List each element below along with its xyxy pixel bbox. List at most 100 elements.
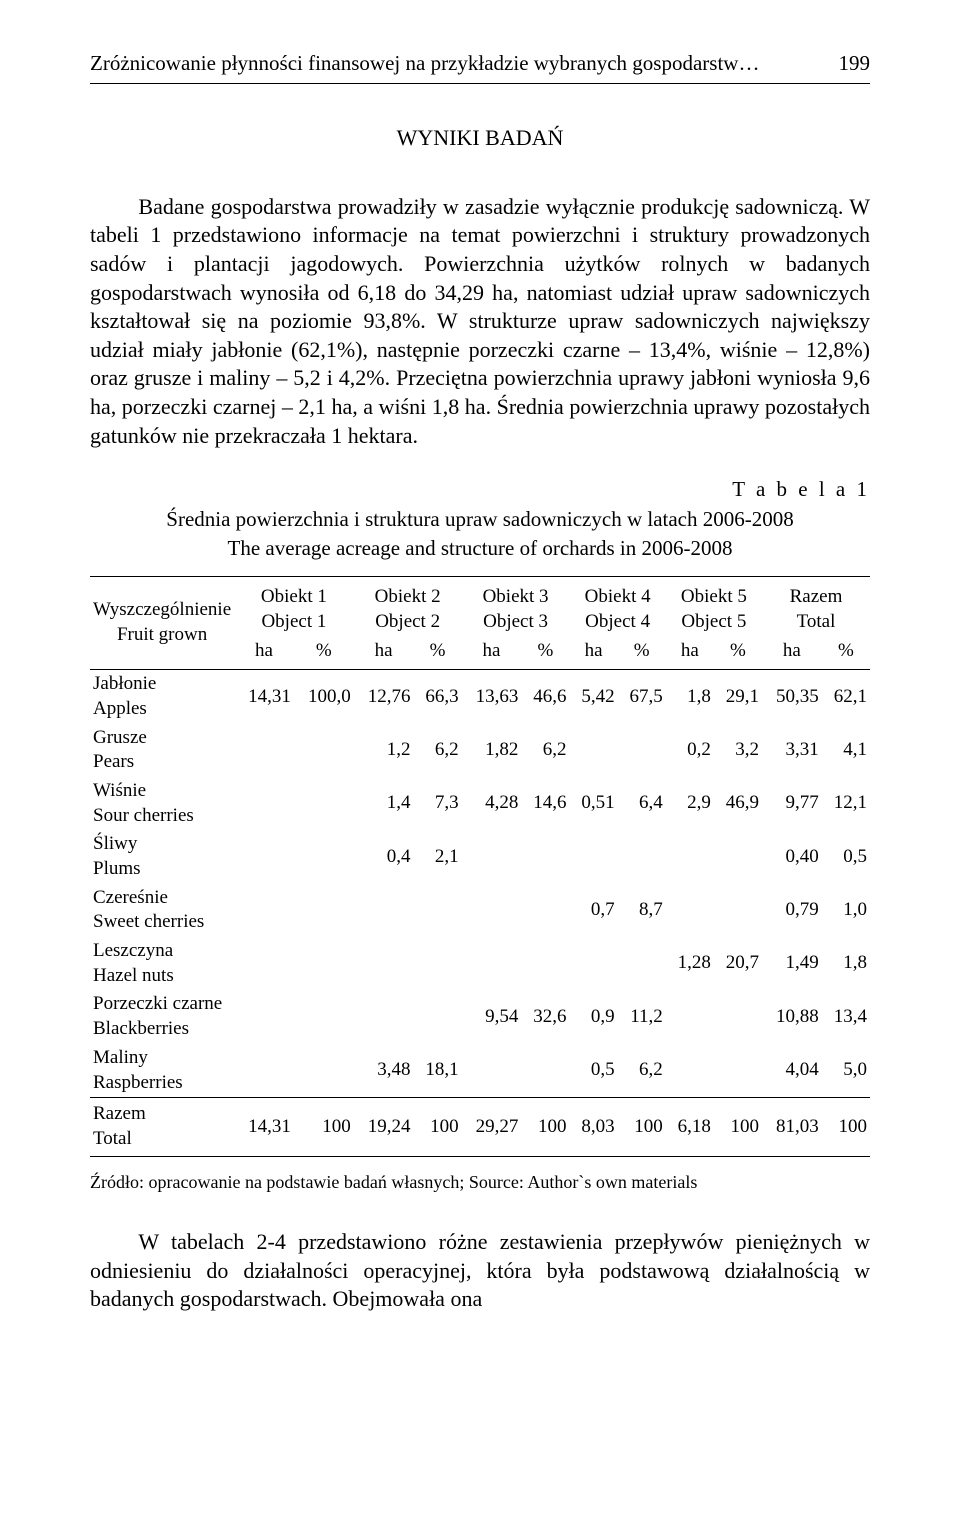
running-header: Zróżnicowanie płynności finansowej na pr… bbox=[90, 50, 870, 84]
cell: 1,8 bbox=[822, 937, 870, 990]
cell bbox=[354, 937, 414, 990]
cell bbox=[462, 1044, 522, 1098]
col-header: Obiekt 1 Object 1 bbox=[234, 577, 354, 637]
cell: 8,03 bbox=[570, 1098, 618, 1156]
paragraph-2: W tabelach 2-4 przedstawiono różne zesta… bbox=[90, 1228, 870, 1314]
col-header: Obiekt 2 Object 2 bbox=[354, 577, 462, 637]
left-header-pl: Wyszczególnienie bbox=[93, 598, 231, 623]
cell bbox=[618, 937, 666, 990]
col-header: Razem Total bbox=[762, 577, 870, 637]
row-label: GruszePears bbox=[90, 724, 234, 777]
cell: 32,6 bbox=[521, 990, 569, 1043]
cell: 3,48 bbox=[354, 1044, 414, 1098]
cell: 13,63 bbox=[462, 670, 522, 724]
cell bbox=[234, 830, 294, 883]
subheader-ha: ha bbox=[570, 637, 618, 670]
cell bbox=[521, 937, 569, 990]
cell: 100 bbox=[413, 1098, 461, 1156]
cell: 0,7 bbox=[570, 884, 618, 937]
section-title: WYNIKI BADAŃ bbox=[90, 124, 870, 153]
cell: 100 bbox=[714, 1098, 762, 1156]
cell bbox=[294, 724, 354, 777]
cell: 0,51 bbox=[570, 777, 618, 830]
cell: 29,1 bbox=[714, 670, 762, 724]
cell bbox=[666, 830, 714, 883]
cell bbox=[618, 830, 666, 883]
cell: 1,28 bbox=[666, 937, 714, 990]
table-total-row: RazemTotal14,3110019,2410029,271008,0310… bbox=[90, 1098, 870, 1156]
paragraph-1: Badane gospodarstwa prowadziły w zasadzi… bbox=[90, 193, 870, 450]
cell bbox=[294, 884, 354, 937]
cell bbox=[462, 937, 522, 990]
subheader-ha: ha bbox=[234, 637, 294, 670]
cell: 14,31 bbox=[234, 670, 294, 724]
cell: 81,03 bbox=[762, 1098, 822, 1156]
subheader-ha: ha bbox=[462, 637, 522, 670]
cell bbox=[234, 724, 294, 777]
cell: 8,7 bbox=[618, 884, 666, 937]
table-caption-pl: Średnia powierzchnia i struktura upraw s… bbox=[90, 506, 870, 533]
cell: 66,3 bbox=[413, 670, 461, 724]
cell: 100 bbox=[294, 1098, 354, 1156]
subheader-pct: % bbox=[714, 637, 762, 670]
table-row: LeszczynaHazel nuts 1,2820,71,491,8 bbox=[90, 937, 870, 990]
row-label: CzereśnieSweet cherries bbox=[90, 884, 234, 937]
cell: 2,1 bbox=[413, 830, 461, 883]
cell: 18,1 bbox=[413, 1044, 461, 1098]
row-label: ŚliwyPlums bbox=[90, 830, 234, 883]
cell: 9,54 bbox=[462, 990, 522, 1043]
cell: 3,31 bbox=[762, 724, 822, 777]
cell: 1,4 bbox=[354, 777, 414, 830]
cell bbox=[234, 937, 294, 990]
left-header-en: Fruit grown bbox=[93, 623, 231, 648]
table-row: GruszePears1,26,21,826,20,23,23,314,1 bbox=[90, 724, 870, 777]
cell bbox=[294, 990, 354, 1043]
row-label: LeszczynaHazel nuts bbox=[90, 937, 234, 990]
subheader-pct: % bbox=[294, 637, 354, 670]
col-header: Obiekt 3 Object 3 bbox=[462, 577, 570, 637]
cell: 0,9 bbox=[570, 990, 618, 1043]
col-header: Obiekt 4 Object 4 bbox=[570, 577, 666, 637]
cell: 67,5 bbox=[618, 670, 666, 724]
cell: 0,79 bbox=[762, 884, 822, 937]
cell: 6,2 bbox=[618, 1044, 666, 1098]
cell bbox=[413, 937, 461, 990]
cell bbox=[234, 1044, 294, 1098]
cell: 100 bbox=[521, 1098, 569, 1156]
row-label: RazemTotal bbox=[90, 1098, 234, 1156]
cell bbox=[714, 830, 762, 883]
cell bbox=[234, 884, 294, 937]
cell bbox=[462, 884, 522, 937]
cell: 6,4 bbox=[618, 777, 666, 830]
cell: 1,0 bbox=[822, 884, 870, 937]
cell bbox=[521, 830, 569, 883]
cell bbox=[413, 990, 461, 1043]
cell bbox=[570, 830, 618, 883]
cell bbox=[714, 1044, 762, 1098]
cell bbox=[521, 1044, 569, 1098]
cell: 20,7 bbox=[714, 937, 762, 990]
cell: 13,4 bbox=[822, 990, 870, 1043]
cell: 10,88 bbox=[762, 990, 822, 1043]
subheader-pct: % bbox=[521, 637, 569, 670]
cell: 6,2 bbox=[521, 724, 569, 777]
cell: 0,5 bbox=[570, 1044, 618, 1098]
cell: 1,82 bbox=[462, 724, 522, 777]
row-label: Porzeczki czarneBlackberries bbox=[90, 990, 234, 1043]
cell bbox=[618, 724, 666, 777]
cell bbox=[521, 884, 569, 937]
cell: 62,1 bbox=[822, 670, 870, 724]
cell: 5,0 bbox=[822, 1044, 870, 1098]
cell: 46,6 bbox=[521, 670, 569, 724]
cell: 4,04 bbox=[762, 1044, 822, 1098]
cell: 1,49 bbox=[762, 937, 822, 990]
cell bbox=[354, 884, 414, 937]
cell: 29,27 bbox=[462, 1098, 522, 1156]
cell: 14,31 bbox=[234, 1098, 294, 1156]
table-source: Źródło: opracowanie na podstawie badań w… bbox=[90, 1171, 870, 1194]
cell: 12,1 bbox=[822, 777, 870, 830]
cell: 11,2 bbox=[618, 990, 666, 1043]
table-row: CzereśnieSweet cherries 0,78,7 0,791,0 bbox=[90, 884, 870, 937]
subheader-pct: % bbox=[618, 637, 666, 670]
table-row: Porzeczki czarneBlackberries9,5432,60,91… bbox=[90, 990, 870, 1043]
